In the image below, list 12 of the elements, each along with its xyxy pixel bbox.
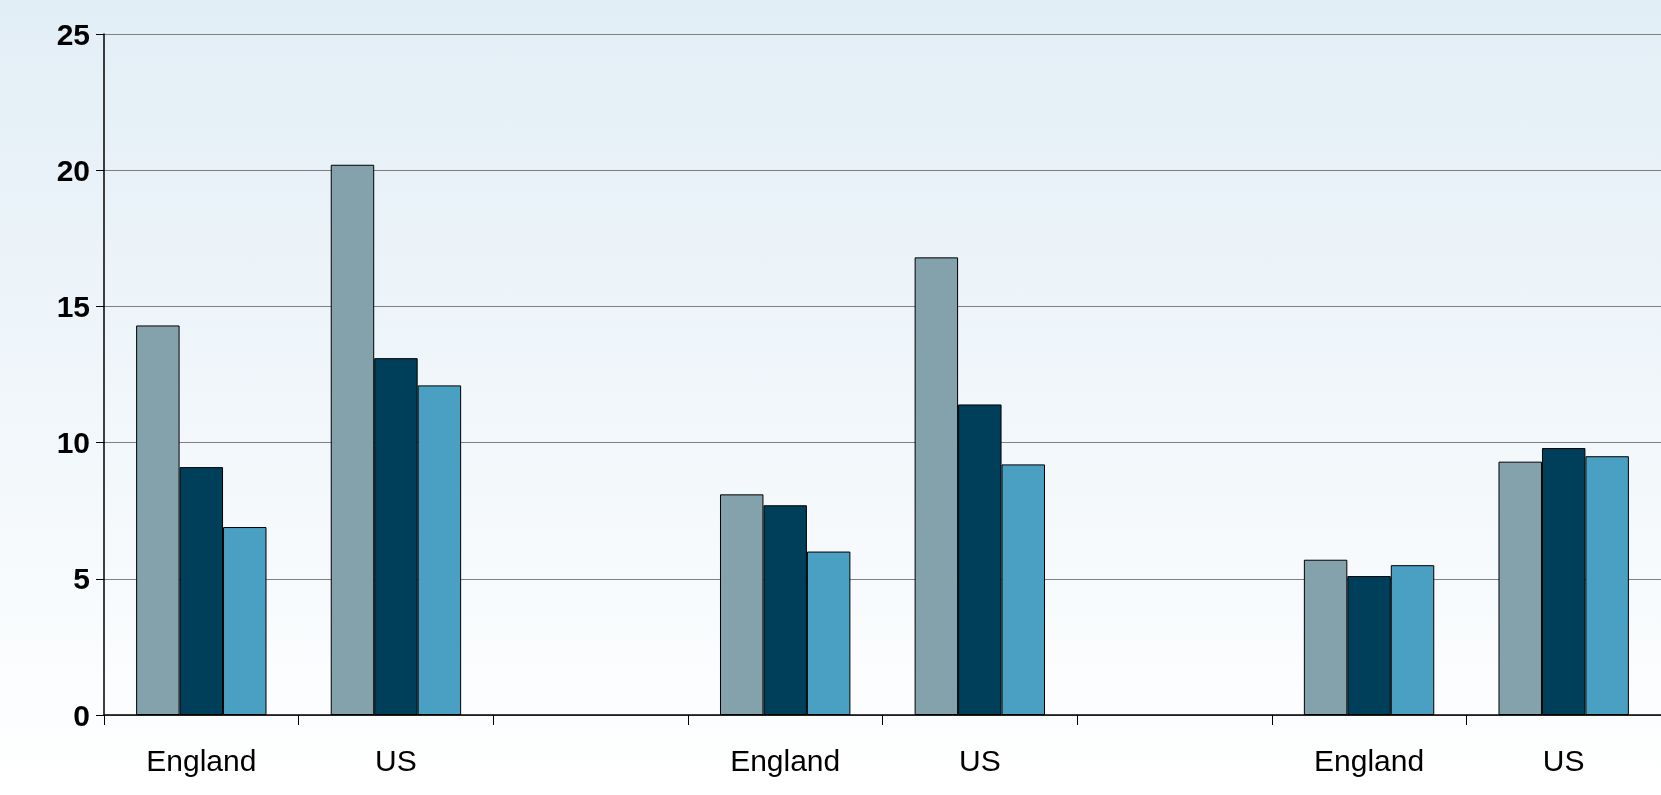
x-tick-label: England	[730, 743, 841, 777]
y-tick-label: 15	[56, 289, 90, 323]
y-tick-label: 25	[56, 17, 90, 51]
y-tick-label: 5	[73, 562, 90, 596]
x-tick-label: US	[958, 743, 1001, 777]
x-tick-label: England	[146, 743, 257, 777]
x-tick-label: US	[375, 743, 417, 777]
y-tick-label: 0	[73, 698, 90, 732]
x-tick-label: England	[1314, 743, 1425, 777]
x-tick-label: US	[1542, 743, 1585, 777]
y-tick-label: 10	[56, 426, 90, 460]
y-tick-label: 20	[56, 153, 90, 187]
